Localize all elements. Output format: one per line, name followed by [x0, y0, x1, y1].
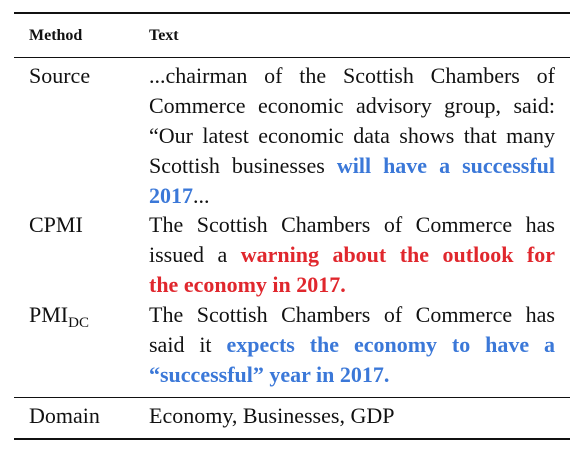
text-span: ... [193, 183, 210, 208]
text-line: Commerce economic advisory group, said: [149, 91, 555, 121]
text-cpmi: The Scottish Chambers of Commerce has is… [149, 210, 555, 300]
text-line: ...chairman of the Scottish Chambers of [149, 61, 555, 91]
header-method: Method [29, 27, 83, 44]
text-line: issued a warning about the outlook for [149, 240, 555, 270]
text-line: The Scottish Chambers of Commerce has [149, 300, 555, 330]
highlight-positive: “successful” year in 2017. [149, 362, 390, 387]
highlight-negative: warning about the outlook for [240, 242, 556, 267]
text-span: Commerce economic advisory group, said: [149, 93, 555, 118]
text-span: Economy, Businesses, GDP [149, 403, 395, 428]
text-span: Scottish businesses [149, 153, 337, 178]
text-span: said it [149, 332, 227, 357]
method-pmi-dc: PMIDC [29, 300, 89, 333]
text-line: The Scottish Chambers of Commerce has [149, 210, 555, 240]
text-source: ...chairman of the Scottish Chambers of … [149, 61, 555, 211]
text-line: “Our latest economic data shows that man… [149, 121, 555, 151]
text-span: issued a [149, 242, 241, 267]
method-cpmi: CPMI [29, 212, 83, 237]
bottom-rule [14, 438, 570, 440]
method-source: Source [29, 63, 91, 88]
text-line: the economy in 2017. [149, 270, 555, 300]
header-text: Text [149, 27, 179, 44]
text-line: said it expects the economy to have a [149, 330, 555, 360]
method-domain: Domain [29, 403, 100, 428]
text-line: “successful” year in 2017. [149, 360, 555, 390]
text-span: ...chairman of the Scottish Chambers of [149, 63, 555, 88]
header-rule [14, 57, 570, 58]
text-domain: Economy, Businesses, GDP [149, 401, 394, 431]
text-line: Economy, Businesses, GDP [149, 401, 394, 431]
text-span: The Scottish Chambers of Commerce has [149, 212, 555, 237]
highlight-positive: expects the economy to have a [226, 332, 555, 357]
text-span: “Our latest economic data shows that man… [149, 123, 555, 148]
highlight-negative: the economy in 2017. [149, 272, 346, 297]
method-main: PMI [29, 302, 69, 327]
text-line: 2017... [149, 181, 555, 211]
top-rule [14, 12, 570, 14]
text-pmi-dc: The Scottish Chambers of Commerce has sa… [149, 300, 555, 390]
text-span: The Scottish Chambers of Commerce has [149, 302, 555, 327]
text-line: Scottish businesses will have a successf… [149, 151, 555, 181]
highlight-positive: 2017 [149, 183, 193, 208]
comparison-table: Method Text Source ...chairman of the Sc… [14, 12, 570, 440]
method-subscript: DC [68, 315, 89, 331]
highlight-positive: will have a successful [336, 153, 555, 178]
domain-rule [14, 397, 570, 398]
